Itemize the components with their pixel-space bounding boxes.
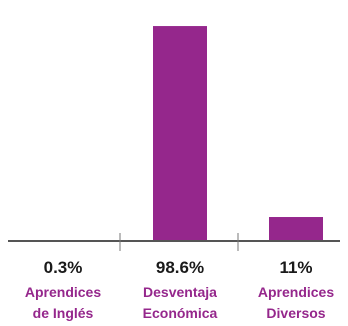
category-label-2-line-1: Desventaja xyxy=(143,284,217,300)
category-labels-group: 0.3% Aprendices de Inglés 98.6% Desventaja Ec… xyxy=(25,258,334,321)
category-label-2-line-2: Económica xyxy=(143,305,218,321)
axis-ticks-group xyxy=(119,233,239,251)
value-label-3: 11% xyxy=(279,258,312,277)
category-label-3-line-1: Aprendices xyxy=(258,284,334,300)
bars-group xyxy=(36,26,323,241)
category-label-3-line-2: Diversos xyxy=(266,305,325,321)
value-label-2: 98.6% xyxy=(156,258,204,277)
bar-3 xyxy=(269,217,323,241)
category-label-1-line-2: de Inglés xyxy=(33,305,94,321)
value-label-1: 0.3% xyxy=(44,258,83,277)
category-label-1-line-1: Aprendices xyxy=(25,284,101,300)
bar-2 xyxy=(153,26,207,241)
